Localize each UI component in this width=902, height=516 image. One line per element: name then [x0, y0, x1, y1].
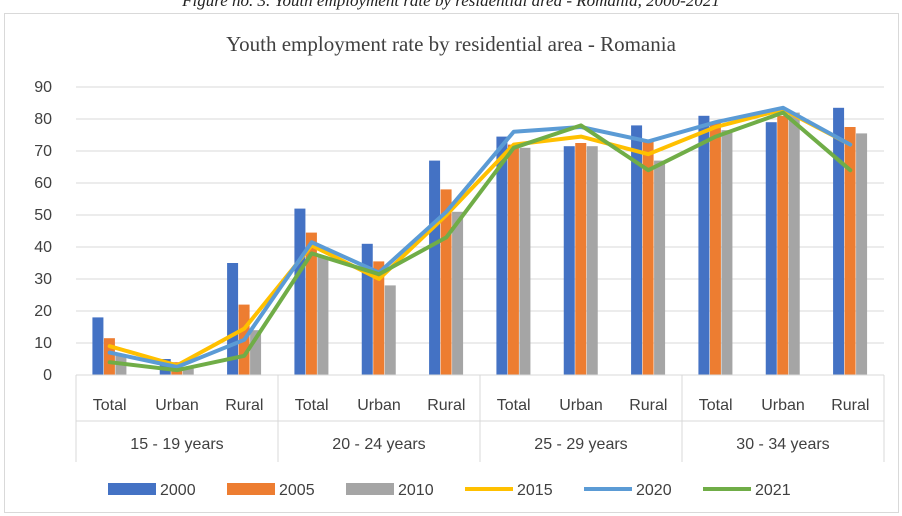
bar-2000 — [698, 115, 710, 376]
bar-2010 — [384, 285, 396, 375]
line-2020 — [107, 105, 853, 369]
legend-swatch-2010 — [346, 483, 394, 495]
legend-label: 2020 — [636, 482, 672, 499]
y-tick-label: 70 — [34, 143, 52, 160]
y-tick-label: 80 — [34, 111, 52, 128]
bar-2005 — [709, 122, 721, 375]
bar-2005 — [440, 189, 452, 375]
bar-2000 — [227, 263, 239, 375]
bar-2005 — [575, 143, 587, 375]
bar-2000 — [631, 125, 643, 376]
bar-2005 — [305, 232, 317, 375]
legend-label: 2021 — [755, 482, 791, 499]
bar-2010 — [788, 112, 800, 375]
group-label: 30 - 34 years — [736, 436, 829, 453]
y-tick-label: 30 — [34, 271, 52, 288]
bar-2000 — [294, 208, 306, 375]
legend-swatch-2005 — [227, 483, 275, 495]
bar-2005 — [642, 141, 654, 375]
y-tick-label: 90 — [34, 79, 52, 96]
bar-2005 — [507, 144, 519, 375]
bar-2010 — [519, 147, 531, 375]
bar-2010 — [182, 368, 194, 375]
y-tick-label: 10 — [34, 335, 52, 352]
line-2015 — [107, 107, 853, 368]
figure-caption: Figure no. 3. Youth employment rate by r… — [182, 0, 720, 10]
x-tick-label: Total — [497, 397, 531, 414]
x-tick-label: Urban — [559, 397, 603, 414]
bar-2000 — [765, 122, 777, 375]
group-label: 25 - 29 years — [534, 436, 627, 453]
x-tick-label: Rural — [831, 397, 869, 414]
x-tick-label: Total — [295, 397, 329, 414]
group-label: 20 - 24 years — [332, 436, 425, 453]
bar-2010 — [250, 330, 262, 375]
y-tick-label: 40 — [34, 239, 52, 256]
bar-2005 — [103, 338, 115, 375]
x-tick-label: Rural — [427, 397, 465, 414]
bar-2010 — [452, 211, 464, 375]
x-tick-label: Rural — [629, 397, 667, 414]
bar-2005 — [373, 261, 385, 375]
x-tick-label: Urban — [761, 397, 805, 414]
x-tick-label: Total — [699, 397, 733, 414]
bar-2005 — [844, 127, 856, 375]
bar-2000 — [92, 317, 104, 375]
legend-label: 2015 — [517, 482, 553, 499]
chart-title: Youth employment rate by residential are… — [226, 32, 676, 56]
group-label: 15 - 19 years — [130, 436, 223, 453]
y-tick-label: 60 — [34, 175, 52, 192]
bar-2010 — [856, 133, 868, 375]
x-tick-label: Urban — [357, 397, 401, 414]
legend-label: 2005 — [279, 482, 315, 499]
y-tick-label: 20 — [34, 303, 52, 320]
bar-2000 — [563, 146, 575, 375]
bar-2000 — [429, 160, 441, 375]
line-2021 — [107, 110, 853, 373]
legend-swatch-2000 — [108, 483, 156, 495]
legend-label: 2000 — [160, 482, 196, 499]
y-tick-label: 50 — [34, 207, 52, 224]
x-tick-label: Urban — [155, 397, 199, 414]
x-tick-label: Rural — [225, 397, 263, 414]
bar-2005 — [777, 115, 789, 376]
legend-label: 2010 — [398, 482, 434, 499]
bar-2000 — [361, 243, 373, 375]
y-tick-label: 0 — [43, 367, 52, 384]
bar-2010 — [317, 256, 329, 375]
bar-2010 — [654, 160, 666, 375]
bar-2000 — [833, 107, 845, 376]
bar-2010 — [721, 130, 733, 375]
x-tick-label: Total — [93, 397, 127, 414]
bar-2010 — [586, 146, 598, 375]
bar-2000 — [496, 136, 508, 375]
